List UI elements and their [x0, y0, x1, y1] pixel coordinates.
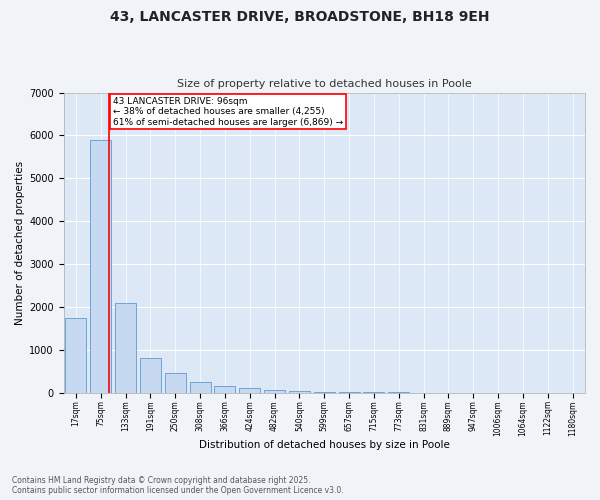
Bar [190, 382, 211, 392]
Title: Size of property relative to detached houses in Poole: Size of property relative to detached ho… [177, 79, 472, 89]
Bar [90, 140, 112, 392]
Bar [264, 390, 285, 392]
Bar [239, 388, 260, 392]
Y-axis label: Number of detached properties: Number of detached properties [15, 160, 25, 324]
Text: 43, LANCASTER DRIVE, BROADSTONE, BH18 9EH: 43, LANCASTER DRIVE, BROADSTONE, BH18 9E… [110, 10, 490, 24]
Bar [115, 302, 136, 392]
Bar [165, 374, 186, 392]
Bar [65, 318, 86, 392]
Text: Contains HM Land Registry data © Crown copyright and database right 2025.
Contai: Contains HM Land Registry data © Crown c… [12, 476, 344, 495]
Bar [214, 386, 235, 392]
Bar [140, 358, 161, 392]
X-axis label: Distribution of detached houses by size in Poole: Distribution of detached houses by size … [199, 440, 449, 450]
Text: 43 LANCASTER DRIVE: 96sqm
← 38% of detached houses are smaller (4,255)
61% of se: 43 LANCASTER DRIVE: 96sqm ← 38% of detac… [113, 97, 343, 126]
